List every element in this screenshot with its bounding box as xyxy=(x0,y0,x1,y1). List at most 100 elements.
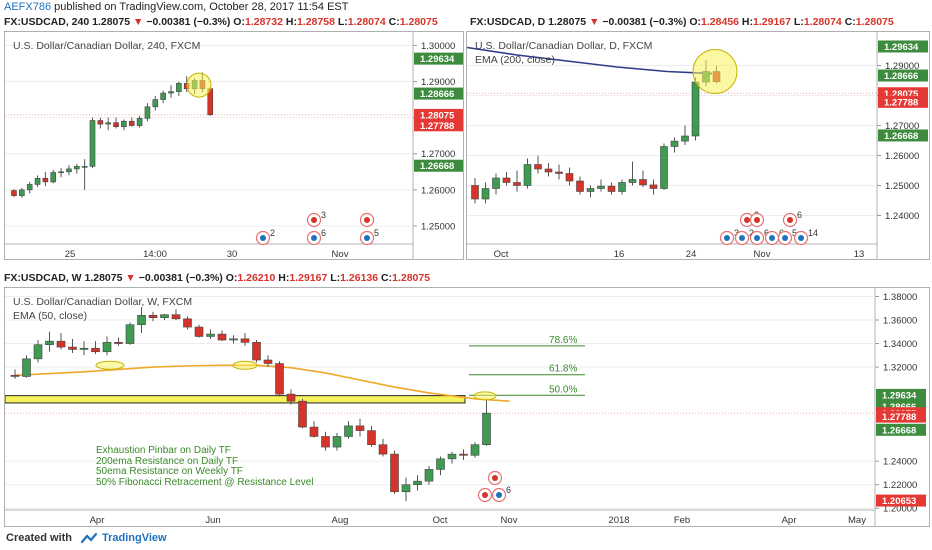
h4-chart-panel[interactable]: 1.300001.290001.280001.270001.260001.250… xyxy=(4,31,464,260)
tradingview-logo-text[interactable]: TradingView xyxy=(102,532,167,544)
candle-body xyxy=(168,91,174,94)
candle-body xyxy=(42,177,49,183)
candle-body xyxy=(26,184,33,191)
flag-dot-icon xyxy=(311,235,317,241)
time-tick-label: Oct xyxy=(494,249,509,259)
price-tag-label: 1.20653 xyxy=(882,496,916,507)
flag-dot-icon xyxy=(364,235,370,241)
candle-body xyxy=(482,412,491,446)
note-line: 50ema Resistance on Weekly TF xyxy=(96,466,243,477)
time-tick-label: 16 xyxy=(614,249,625,259)
price-tick-label: 1.20000 xyxy=(883,504,917,515)
candle-body xyxy=(597,185,605,189)
resistance-zone xyxy=(5,395,466,404)
candle-body xyxy=(670,140,679,147)
publish-line: AEFX786 published on TradingView.com, Oc… xyxy=(0,0,349,14)
tradingview-cloud-icon xyxy=(80,532,98,544)
price-tag-bg xyxy=(414,119,463,132)
candle-body xyxy=(34,177,41,185)
price-tick-label: 1.24000 xyxy=(885,211,919,222)
candle-body xyxy=(367,430,376,446)
event-count-label: 6 xyxy=(797,210,802,220)
event-count-label: 6 xyxy=(764,228,769,238)
candle-body xyxy=(555,171,563,174)
h4-chart-canvas[interactable]: 1.300001.290001.280001.270001.260001.250… xyxy=(5,32,463,259)
event-count-label: 6 xyxy=(321,228,326,238)
h4-price: 1.28075 xyxy=(92,16,131,28)
fib-level-label: 50.0% xyxy=(549,384,577,395)
time-tick-label: Aug xyxy=(332,515,349,526)
candle-body xyxy=(309,426,319,437)
daily-chart-panel[interactable]: 1.290001.280001.270001.260001.250001.240… xyxy=(466,31,930,260)
fib-level-label: 78.6% xyxy=(549,335,577,346)
flag-dot-icon xyxy=(482,492,488,498)
time-tick-label: Feb xyxy=(674,515,690,526)
candle-body xyxy=(691,81,700,137)
created-with-text: Created with xyxy=(6,532,73,544)
note-line: 50% Fibonacci Retracement @ Resistance L… xyxy=(96,476,314,488)
flag-dot-icon xyxy=(754,217,760,223)
event-count-label: 6 xyxy=(506,485,511,495)
price-tag-bg xyxy=(876,388,926,401)
candle-body xyxy=(128,120,135,126)
candle-body xyxy=(10,374,20,377)
candle-body xyxy=(513,182,521,186)
candle-body xyxy=(390,453,399,493)
weekly-chart-title: U.S. Dollar/Canadian Dollar, W, FXCM xyxy=(13,296,193,308)
candle-body xyxy=(607,185,616,192)
footer: Created with TradingView xyxy=(0,528,932,550)
price-tick-label: 1.26000 xyxy=(421,185,455,196)
candle-body xyxy=(459,453,468,456)
price-tick-label: 1.22000 xyxy=(883,480,917,491)
time-tick-label: 14:00 xyxy=(143,249,167,259)
price-tag-bg xyxy=(878,95,928,108)
time-tick-label: May xyxy=(848,515,866,526)
event-count-label: 3 xyxy=(321,210,326,220)
price-tag-bg xyxy=(876,423,926,436)
note-line: Exhaustion Pinbar on Daily TF xyxy=(96,445,231,456)
candle-body xyxy=(470,444,480,456)
candle-body xyxy=(152,99,159,108)
price-tag-bg xyxy=(414,87,463,100)
price-tick-label: 1.29000 xyxy=(885,61,919,72)
candle-body xyxy=(137,314,146,326)
candle-body xyxy=(332,436,342,448)
candle-body xyxy=(105,122,111,125)
price-tag-bg xyxy=(876,410,926,423)
daily-chart-canvas[interactable]: 1.290001.280001.270001.260001.250001.240… xyxy=(467,32,929,259)
weekly-chart-canvas[interactable]: 1.38000 1.36000 1.34000 1.32000 1.24000 1.220… xyxy=(5,288,929,526)
price-tag-bg xyxy=(878,129,928,142)
weekly-chart-panel[interactable]: 1.38000 1.36000 1.34000 1.32000 1.24000 1.220… xyxy=(4,287,930,527)
daily-change: −0.00381 (−0.3%) xyxy=(602,16,687,28)
candle-body xyxy=(523,164,532,186)
ema-touch-highlight xyxy=(232,360,258,370)
h4-header: FX:USDCAD, 240 1.28075 ▼ −0.00381 (−0.3%… xyxy=(4,16,438,28)
h4-open: 1.28732 xyxy=(244,16,283,28)
candle-body xyxy=(136,118,143,126)
candle-body xyxy=(424,469,434,482)
daily-high: 1.29167 xyxy=(753,16,791,28)
candle-body xyxy=(114,342,123,344)
weekly-change: −0.00381 (−0.3%) xyxy=(138,272,223,284)
flag-dot-icon xyxy=(744,217,750,223)
candle-body xyxy=(148,314,158,318)
candle-body xyxy=(125,324,135,344)
h4-change: −0.00381 (−0.3%) xyxy=(146,16,231,28)
price-tag-bg xyxy=(878,40,928,53)
time-tick-label: Apr xyxy=(90,515,105,526)
candle-body xyxy=(263,359,273,364)
author-link[interactable]: AEFX786 xyxy=(4,1,52,13)
candle-body xyxy=(144,106,151,119)
daily-close: 1.28075 xyxy=(855,16,894,28)
price-tag-label: 1.28666 xyxy=(420,89,454,100)
price-tag-label: 1.26668 xyxy=(420,161,454,172)
time-tick-label: 30 xyxy=(227,249,238,259)
fib-level-label: 61.8% xyxy=(549,364,577,375)
flag-dot-icon xyxy=(492,475,498,481)
candle-body xyxy=(66,168,72,173)
candle-body xyxy=(11,190,17,196)
down-arrow-icon: ▼ xyxy=(589,16,600,28)
down-arrow-icon: ▼ xyxy=(133,16,144,28)
price-tag-bg xyxy=(878,69,928,82)
candle-body xyxy=(275,363,284,395)
